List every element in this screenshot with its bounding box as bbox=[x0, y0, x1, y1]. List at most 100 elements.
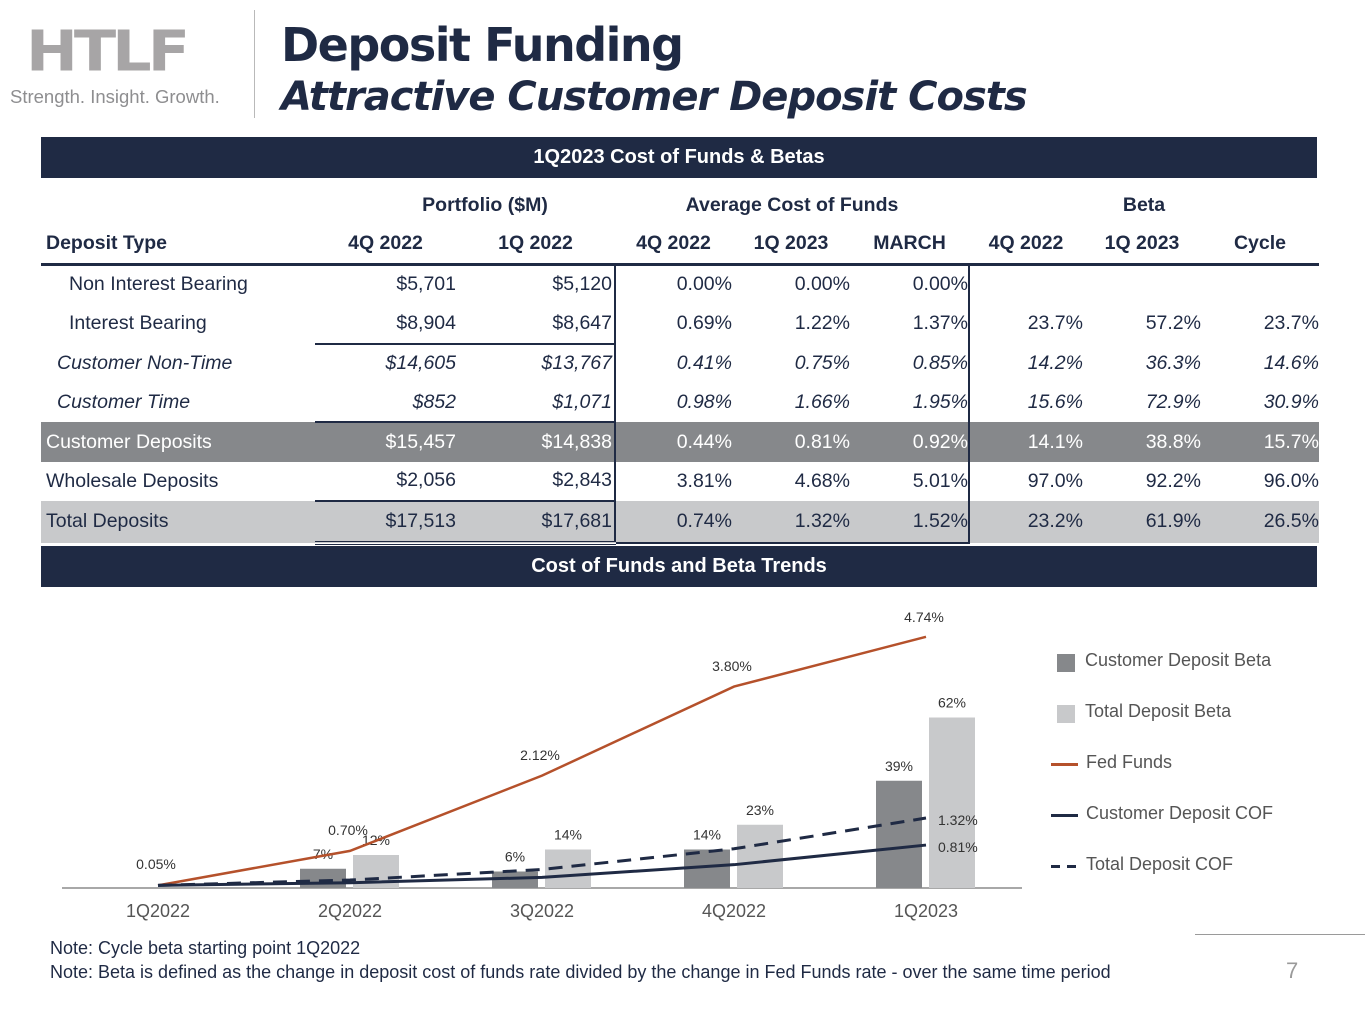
row-label: Interest Bearing bbox=[69, 312, 207, 335]
legend-item-customer-deposit-beta: Customer Deposit Beta bbox=[1050, 650, 1273, 701]
bar-customer-deposit-beta bbox=[492, 871, 538, 888]
column-header: Deposit Type bbox=[41, 224, 315, 266]
cell: 1.32% bbox=[732, 501, 850, 544]
cell: 4.68% bbox=[794, 469, 850, 492]
cell: 96.0% bbox=[1263, 469, 1319, 492]
bar-total-deposit-beta bbox=[929, 717, 975, 888]
legend-label: Fed Funds bbox=[1086, 752, 1173, 772]
legend-line-dashed bbox=[1051, 865, 1078, 868]
cell: 97.0% bbox=[1027, 469, 1083, 492]
cell: 72.9% bbox=[1145, 391, 1201, 414]
cell: $2,056 bbox=[315, 461, 456, 503]
page-title: Deposit Funding bbox=[281, 18, 684, 72]
cell: 1.66% bbox=[794, 391, 850, 414]
cell: 61.9% bbox=[1083, 501, 1201, 543]
x-tick-label: 1Q2022 bbox=[126, 901, 190, 921]
cell: 23.7% bbox=[1263, 312, 1319, 335]
line-data-label: 4.74% bbox=[904, 609, 944, 625]
row-label: Total Deposits bbox=[41, 501, 315, 543]
legend-line-navy bbox=[1051, 814, 1078, 817]
table-row: Wholesale Deposits $2,056 $2,843 3.81% 4… bbox=[41, 461, 1319, 503]
cell: 0.41% bbox=[614, 343, 732, 383]
column-header: 4Q 2022 bbox=[315, 224, 456, 266]
cell: 14.6% bbox=[1263, 351, 1319, 374]
row-label: Wholesale Deposits bbox=[46, 469, 219, 492]
line-fed-funds bbox=[157, 635, 927, 887]
legend-item-total-deposit-cof: Total Deposit COF bbox=[1050, 854, 1273, 905]
cell: $17,681 bbox=[456, 501, 615, 545]
cell: 0.00% bbox=[850, 264, 970, 305]
legend-swatch-light-gray bbox=[1057, 705, 1075, 723]
cell: $15,457 bbox=[315, 422, 456, 462]
cell: 36.3% bbox=[1145, 351, 1201, 374]
cell: $5,120 bbox=[552, 273, 612, 296]
cell: 15.7% bbox=[1201, 422, 1319, 462]
page-number: 7 bbox=[1286, 958, 1299, 983]
cell: 0.85% bbox=[850, 343, 970, 383]
cell: $852 bbox=[315, 382, 456, 424]
legend-label: Customer Deposit COF bbox=[1086, 803, 1274, 823]
cell: 14.2% bbox=[1027, 351, 1083, 374]
column-header: 4Q 2022 bbox=[615, 224, 732, 266]
cost-of-funds-table: Portfolio ($M) Average Cost of Funds Bet… bbox=[41, 186, 1319, 545]
cell: 1.52% bbox=[850, 501, 970, 544]
legend-item-fed-funds: Fed Funds bbox=[1050, 752, 1273, 803]
line-data-label: 2.12% bbox=[520, 747, 560, 763]
cell: 38.8% bbox=[1083, 422, 1201, 462]
cell: $13,767 bbox=[541, 352, 613, 375]
cell: 0.74% bbox=[614, 501, 732, 544]
column-header: 1Q 2023 bbox=[732, 224, 850, 266]
column-header: MARCH bbox=[850, 224, 969, 266]
row-label: Customer Non-Time bbox=[57, 351, 233, 374]
table-row: Customer Time $852 $1,071 0.98% 1.66% 1.… bbox=[41, 382, 1319, 424]
line-data-label: 0.70% bbox=[328, 822, 368, 838]
column-header: Cycle bbox=[1201, 224, 1319, 266]
cell: 0.92% bbox=[850, 422, 970, 462]
logo-tagline: Strength. Insight. Growth. bbox=[10, 86, 220, 107]
legend-item-total-deposit-beta: Total Deposit Beta bbox=[1050, 701, 1273, 752]
bar-data-label: 62% bbox=[938, 695, 966, 711]
group-avg-cof: Average Cost of Funds bbox=[685, 193, 899, 216]
row-label: Customer Time bbox=[57, 391, 191, 414]
bar-data-label: 6% bbox=[505, 849, 525, 865]
column-header-row: Deposit Type 4Q 2022 1Q 2022 4Q 2022 1Q … bbox=[41, 224, 1319, 266]
cell: 5.01% bbox=[850, 461, 970, 502]
row-label: Customer Deposits bbox=[41, 422, 315, 462]
legend-label: Total Deposit COF bbox=[1086, 854, 1234, 874]
line-data-label: 3.80% bbox=[712, 658, 752, 674]
table-row: Total Deposits $17,513 $17,681 0.74% 1.3… bbox=[41, 501, 1319, 545]
line-customer-deposit-cof bbox=[157, 843, 927, 887]
column-header: 4Q 2022 bbox=[969, 224, 1083, 266]
legend-item-customer-deposit-cof: Customer Deposit COF bbox=[1050, 803, 1273, 854]
bar-customer-deposit-beta bbox=[300, 868, 346, 888]
cell: 15.6% bbox=[1027, 391, 1083, 414]
bar-total-deposit-beta bbox=[737, 824, 783, 888]
table-row: Customer Deposits $15,457 $14,838 0.44% … bbox=[41, 422, 1319, 462]
table-section-header: 1Q2023 Cost of Funds & Betas bbox=[41, 137, 1317, 178]
table-row: Customer Non-Time $14,605 $13,767 0.41% … bbox=[41, 343, 1319, 383]
x-tick-label: 4Q2022 bbox=[702, 901, 766, 921]
legend-label: Customer Deposit Beta bbox=[1085, 650, 1272, 670]
cell: $8,904 bbox=[315, 304, 456, 345]
bar-data-label: 39% bbox=[885, 758, 913, 774]
cell: $14,605 bbox=[385, 352, 457, 375]
cell: 3.81% bbox=[614, 461, 732, 502]
line-data-label: 0.81% bbox=[938, 839, 978, 855]
column-header: 1Q 2022 bbox=[456, 224, 615, 266]
footnotes: Note: Cycle beta starting point 1Q2022 N… bbox=[50, 936, 1111, 984]
line-data-label: 0.05% bbox=[136, 856, 176, 872]
chart-section-header: Cost of Funds and Beta Trends bbox=[41, 546, 1317, 587]
legend-swatch-dark-gray bbox=[1057, 654, 1075, 672]
cell: 92.2% bbox=[1145, 469, 1201, 492]
cell: $2,843 bbox=[456, 461, 615, 503]
cell: $17,513 bbox=[315, 501, 456, 545]
bar-data-label: 23% bbox=[746, 802, 774, 818]
cell: 57.2% bbox=[1145, 312, 1201, 335]
cell: 0.44% bbox=[614, 422, 732, 462]
table-row: Interest Bearing $8,904 $8,647 0.69% 1.2… bbox=[41, 304, 1319, 345]
page-subtitle: Attractive Customer Deposit Costs bbox=[281, 74, 1028, 120]
header-divider bbox=[254, 10, 255, 118]
cell: 23.7% bbox=[1027, 312, 1083, 335]
bar-data-label: 14% bbox=[693, 827, 721, 843]
x-tick-label: 1Q2023 bbox=[894, 901, 958, 921]
